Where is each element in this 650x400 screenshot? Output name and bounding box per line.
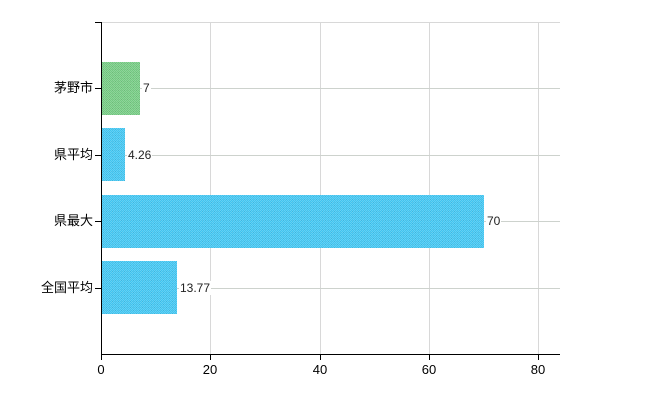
y-axis-tick — [95, 288, 101, 289]
bar-value-label: 13.77 — [179, 281, 212, 295]
category-label: 県最大 — [53, 213, 93, 228]
category-label: 県平均 — [53, 147, 93, 162]
vertical-gridline — [319, 22, 321, 354]
vertical-gridline — [428, 22, 430, 354]
x-tick-label: 80 — [530, 362, 546, 377]
bar — [102, 195, 484, 248]
x-tick-label: 40 — [312, 362, 328, 377]
x-axis-tick — [538, 355, 539, 360]
y-axis-tick — [95, 88, 101, 89]
x-axis-tick — [210, 355, 212, 360]
category-gridline — [101, 88, 560, 89]
bar-value-label: 4.26 — [127, 148, 153, 162]
x-axis-tick — [101, 355, 102, 360]
bar-value-label: 70 — [486, 214, 502, 228]
category-gridline — [101, 288, 560, 289]
y-axis-tick — [95, 221, 101, 222]
bar — [102, 62, 140, 115]
y-axis-tick — [95, 22, 101, 23]
category-label: 茅野市 — [53, 80, 93, 95]
vertical-gridline — [210, 22, 212, 354]
x-axis-tick — [428, 355, 430, 360]
bar — [102, 128, 125, 181]
vertical-gridline — [538, 22, 539, 354]
category-gridline — [101, 155, 560, 156]
x-axis — [101, 354, 560, 355]
y-axis-tick — [95, 155, 101, 156]
y-axis — [101, 22, 102, 355]
bar — [102, 261, 177, 314]
x-tick-label: 20 — [202, 362, 218, 377]
x-tick-label: 0 — [97, 362, 105, 377]
bar-value-label: 7 — [142, 81, 151, 95]
x-axis-tick — [319, 355, 321, 360]
plot-top-border — [101, 22, 560, 23]
x-tick-label: 60 — [421, 362, 437, 377]
category-label: 全国平均 — [40, 280, 93, 295]
